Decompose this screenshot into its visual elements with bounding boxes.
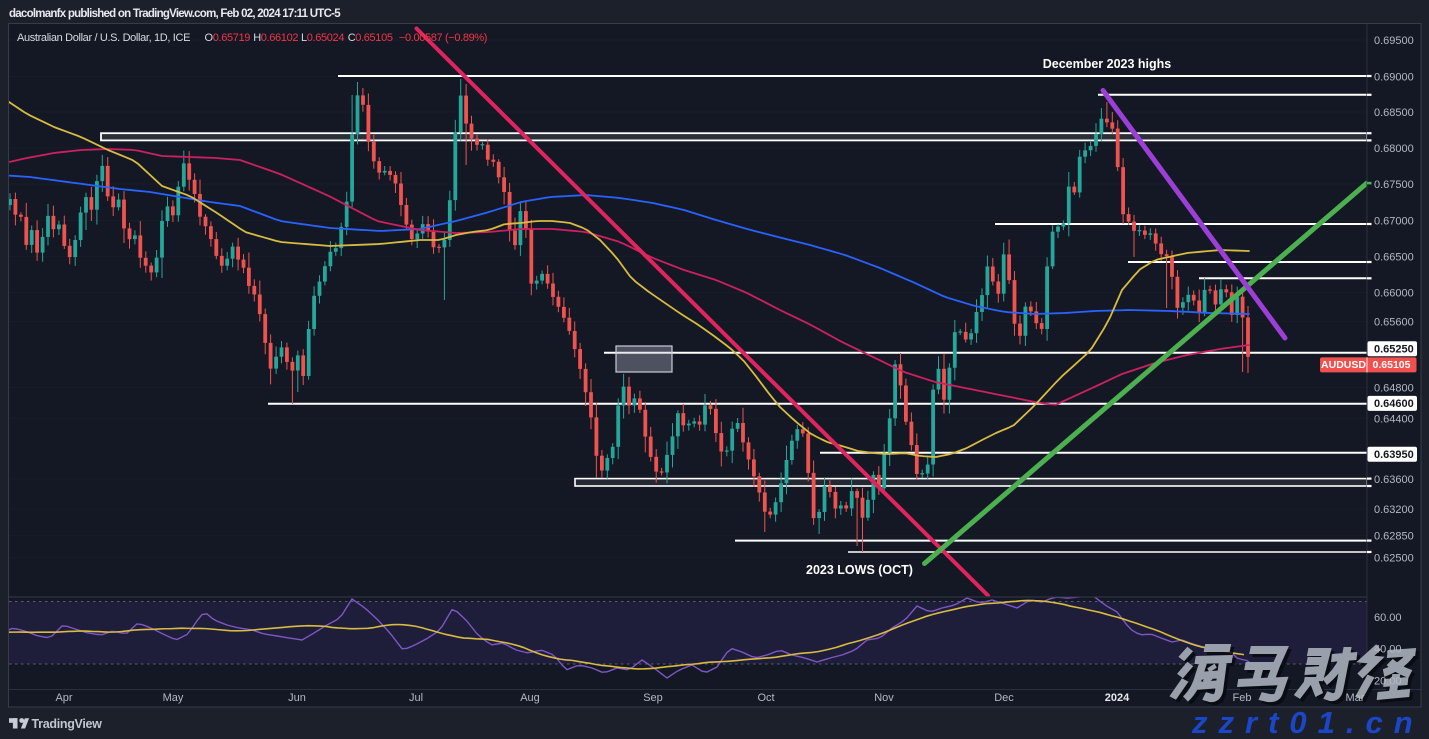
svg-text:C0.65105: C0.65105 — [348, 32, 393, 44]
svg-text:0.65250: 0.65250 — [1374, 344, 1414, 356]
svg-text:0.67500: 0.67500 — [1374, 179, 1414, 191]
svg-text:0.65105: 0.65105 — [1373, 359, 1411, 371]
svg-text:Mar: Mar — [1346, 692, 1365, 704]
svg-text:Australian Dollar / U.S. Dolla: Australian Dollar / U.S. Dollar, 1D, ICE — [17, 32, 190, 44]
svg-text:0.63200: 0.63200 — [1374, 504, 1414, 516]
svg-text:0.65600: 0.65600 — [1374, 316, 1414, 328]
svg-text:0.67000: 0.67000 — [1374, 215, 1414, 227]
svg-text:Nov: Nov — [874, 692, 894, 704]
svg-text:20.00: 20.00 — [1374, 675, 1402, 687]
svg-text:Oct: Oct — [757, 692, 774, 704]
svg-text:0.64400: 0.64400 — [1374, 413, 1414, 425]
svg-text:TradingView: TradingView — [32, 717, 103, 731]
svg-text:zzrt01.cn: zzrt01.cn — [1191, 705, 1424, 739]
svg-text:Jul: Jul — [409, 692, 423, 704]
svg-text:AUDUSD: AUDUSD — [1321, 359, 1366, 371]
svg-text:H0.66102: H0.66102 — [253, 32, 298, 44]
svg-text:December 2023 highs: December 2023 highs — [1043, 57, 1172, 71]
svg-text:Aug: Aug — [520, 692, 540, 704]
svg-text:0.69500: 0.69500 — [1374, 35, 1414, 47]
svg-text:0.63600: 0.63600 — [1374, 474, 1414, 486]
svg-text:L0.65024: L0.65024 — [301, 32, 344, 44]
svg-text:0.64800: 0.64800 — [1374, 382, 1414, 394]
svg-text:0.68500: 0.68500 — [1374, 107, 1414, 119]
svg-text:0.62850: 0.62850 — [1374, 530, 1414, 542]
svg-text:2024: 2024 — [1105, 692, 1130, 704]
svg-text:2023 LOWS (OCT): 2023 LOWS (OCT) — [806, 563, 913, 577]
svg-text:0.62500: 0.62500 — [1374, 552, 1414, 564]
svg-text:0.69000: 0.69000 — [1374, 71, 1414, 83]
svg-text:Apr: Apr — [55, 692, 72, 704]
svg-text:Sep: Sep — [643, 692, 663, 704]
svg-text:0.66000: 0.66000 — [1374, 287, 1414, 299]
svg-text:O0.65719: O0.65719 — [205, 32, 251, 44]
svg-text:−0.00587 (−0.89%): −0.00587 (−0.89%) — [399, 32, 487, 44]
svg-text:0.64600: 0.64600 — [1374, 398, 1414, 410]
svg-text:40.00: 40.00 — [1374, 643, 1402, 655]
svg-text:dacolmanfx published on Tradin: dacolmanfx published on TradingView.com,… — [9, 8, 341, 20]
svg-text:Jun: Jun — [288, 692, 306, 704]
svg-text:0.66500: 0.66500 — [1374, 251, 1414, 263]
svg-text:60.00: 60.00 — [1374, 612, 1402, 624]
svg-text:Feb: Feb — [1233, 692, 1252, 704]
svg-text:Dec: Dec — [994, 692, 1014, 704]
svg-text:0.63950: 0.63950 — [1374, 449, 1414, 461]
svg-text:May: May — [163, 692, 184, 704]
svg-text:0.68000: 0.68000 — [1374, 143, 1414, 155]
